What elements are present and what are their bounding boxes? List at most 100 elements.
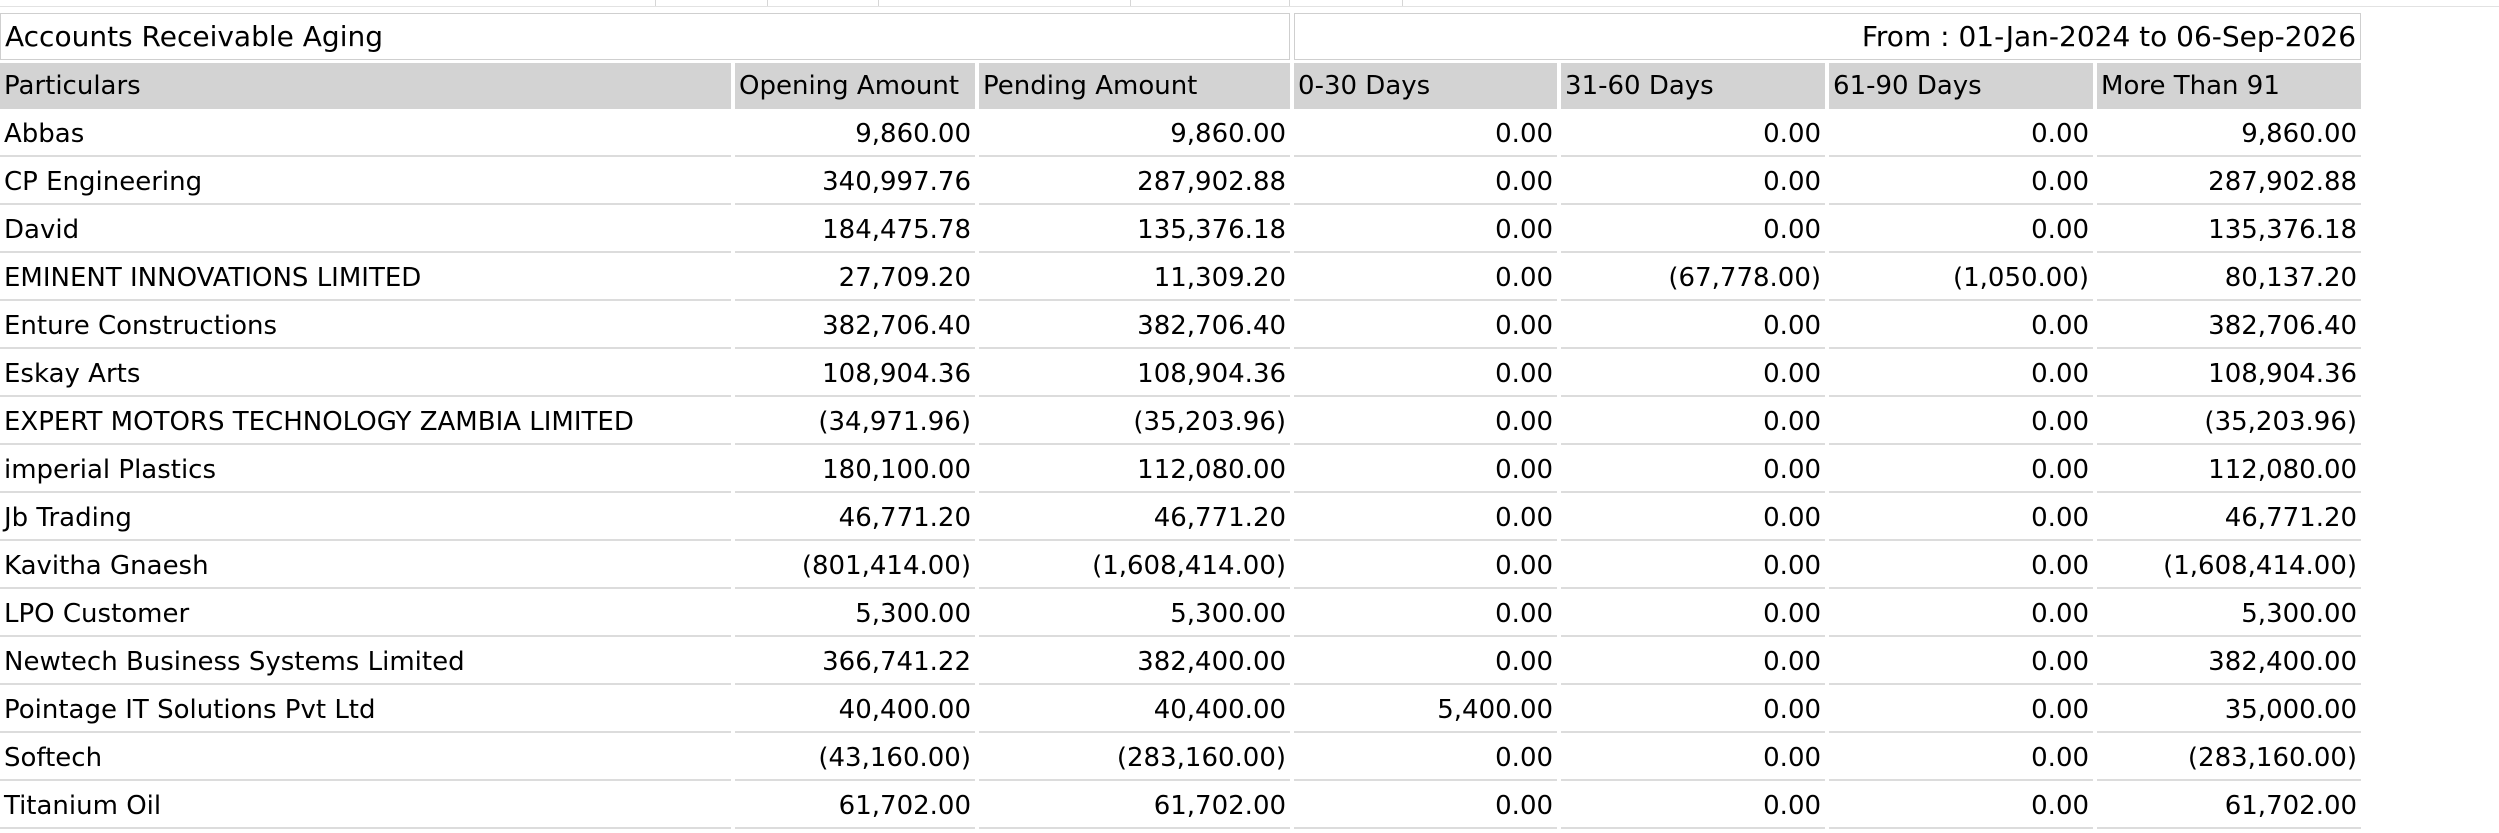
cell-0-30-days: 0.00 bbox=[1294, 160, 1558, 205]
cell-more-than-91: 46,771.20 bbox=[2097, 496, 2362, 541]
cell-pending-amount: (1,608,414.00) bbox=[979, 544, 1291, 589]
cell-61-90-days: (1,050.00) bbox=[1829, 256, 2094, 301]
cell-pending-amount: 382,706.40 bbox=[979, 304, 1291, 349]
cell-61-90-days: 0.00 bbox=[1829, 304, 2094, 349]
cell-0-30-days: 0.00 bbox=[1294, 112, 1558, 157]
cell-more-than-91: 61,702.00 bbox=[2097, 784, 2362, 829]
cell-61-90-days: 0.00 bbox=[1829, 208, 2094, 253]
cell-pending-amount: 61,702.00 bbox=[979, 784, 1291, 829]
header-opening-amount[interactable]: Opening Amount bbox=[735, 63, 975, 109]
cell-pending-amount: 287,902.88 bbox=[979, 160, 1291, 205]
cell-31-60-days: 0.00 bbox=[1561, 112, 1826, 157]
cell-particulars: EXPERT MOTORS TECHNOLOGY ZAMBIA LIMITED bbox=[0, 400, 731, 445]
cell-31-60-days: 0.00 bbox=[1561, 160, 1826, 205]
table-row[interactable]: imperial Plastics 180,100.00 112,080.00 0.0… bbox=[0, 448, 2362, 493]
cell-31-60-days: 0.00 bbox=[1561, 592, 1826, 637]
cell-31-60-days: 0.00 bbox=[1561, 400, 1826, 445]
header-more-than-91[interactable]: More Than 91 bbox=[2097, 63, 2362, 109]
table-row[interactable]: Titanium Oil 61,702.00 61,702.00 0.00 0.00 0.… bbox=[0, 784, 2362, 829]
report-period: From : 01-Jan-2024 to 06-Sep-2026 bbox=[1294, 13, 2362, 60]
aging-report: Accounts Receivable Aging From : 01-Jan-… bbox=[0, 10, 2362, 832]
cell-pending-amount: 9,860.00 bbox=[979, 112, 1291, 157]
table-row[interactable]: CP Engineering 340,997.76 287,902.88 0.00 0.… bbox=[0, 160, 2362, 205]
header-31-60-days[interactable]: 31-60 Days bbox=[1561, 63, 1826, 109]
cell-more-than-91: (1,608,414.00) bbox=[2097, 544, 2362, 589]
cell-31-60-days: 0.00 bbox=[1561, 448, 1826, 493]
cell-particulars: Newtech Business Systems Limited bbox=[0, 640, 731, 685]
header-0-30-days[interactable]: 0-30 Days bbox=[1294, 63, 1558, 109]
cell-particulars: Enture Constructions bbox=[0, 304, 731, 349]
cell-more-than-91: 382,400.00 bbox=[2097, 640, 2362, 685]
cell-61-90-days: 0.00 bbox=[1829, 736, 2094, 781]
report-title: Accounts Receivable Aging bbox=[0, 13, 1291, 60]
cell-pending-amount: 5,300.00 bbox=[979, 592, 1291, 637]
cell-opening-amount: 180,100.00 bbox=[735, 448, 975, 493]
cell-pending-amount: 108,904.36 bbox=[979, 352, 1291, 397]
column-header-row: Particulars Opening Amount Pending Amoun… bbox=[0, 63, 2362, 109]
cell-particulars: Abbas bbox=[0, 112, 731, 157]
cell-more-than-91: 9,860.00 bbox=[2097, 112, 2362, 157]
table-row[interactable]: Enture Constructions 382,706.40 382,706.40… bbox=[0, 304, 2362, 349]
table-row[interactable]: LPO Customer 5,300.00 5,300.00 0.00 0.00 0.00… bbox=[0, 592, 2362, 637]
cell-61-90-days: 0.00 bbox=[1829, 592, 2094, 637]
cell-more-than-91: 287,902.88 bbox=[2097, 160, 2362, 205]
toolbar-divider bbox=[655, 0, 656, 6]
cell-61-90-days: 0.00 bbox=[1829, 160, 2094, 205]
cell-0-30-days: 0.00 bbox=[1294, 784, 1558, 829]
cell-more-than-91: (35,203.96) bbox=[2097, 400, 2362, 445]
cell-61-90-days: 0.00 bbox=[1829, 784, 2094, 829]
cell-more-than-91: 80,137.20 bbox=[2097, 256, 2362, 301]
table-row[interactable]: Jb Trading 46,771.20 46,771.20 0.00 0.00 0.00… bbox=[0, 496, 2362, 541]
cell-opening-amount: 340,997.76 bbox=[735, 160, 975, 205]
cell-more-than-91: (283,160.00) bbox=[2097, 736, 2362, 781]
table-row[interactable]: Kavitha Gnaesh (801,414.00) (1,608,414.00)… bbox=[0, 544, 2362, 589]
cell-particulars: Pointage IT Solutions Pvt Ltd bbox=[0, 688, 731, 733]
cell-pending-amount: 382,400.00 bbox=[979, 640, 1291, 685]
table-row[interactable]: Abbas 9,860.00 9,860.00 0.00 0.00 0.00 9,860.0… bbox=[0, 112, 2362, 157]
table-row[interactable]: Pointage IT Solutions Pvt Ltd 40,400.00 40… bbox=[0, 688, 2362, 733]
cell-pending-amount: 112,080.00 bbox=[979, 448, 1291, 493]
table-row[interactable]: Newtech Business Systems Limited 366,741.… bbox=[0, 640, 2362, 685]
cell-61-90-days: 0.00 bbox=[1829, 496, 2094, 541]
cell-opening-amount: 184,475.78 bbox=[735, 208, 975, 253]
header-61-90-days[interactable]: 61-90 Days bbox=[1829, 63, 2094, 109]
cell-31-60-days: 0.00 bbox=[1561, 208, 1826, 253]
report-title-row: Accounts Receivable Aging From : 01-Jan-… bbox=[0, 13, 2362, 60]
cell-0-30-days: 0.00 bbox=[1294, 400, 1558, 445]
cell-0-30-days: 0.00 bbox=[1294, 736, 1558, 781]
toolbar-divider bbox=[1130, 0, 1131, 6]
table-row[interactable]: Softech (43,160.00) (283,160.00) 0.00 0.00 0.… bbox=[0, 736, 2362, 781]
table-row[interactable]: EMINENT INNOVATIONS LIMITED 27,709.20 11,3… bbox=[0, 256, 2362, 301]
cell-opening-amount: 9,860.00 bbox=[735, 112, 975, 157]
cell-more-than-91: 5,300.00 bbox=[2097, 592, 2362, 637]
cell-61-90-days: 0.00 bbox=[1829, 688, 2094, 733]
cell-61-90-days: 0.00 bbox=[1829, 448, 2094, 493]
cell-61-90-days: 0.00 bbox=[1829, 112, 2094, 157]
cell-0-30-days: 0.00 bbox=[1294, 352, 1558, 397]
header-particulars[interactable]: Particulars bbox=[0, 63, 731, 109]
cell-0-30-days: 0.00 bbox=[1294, 208, 1558, 253]
cell-31-60-days: 0.00 bbox=[1561, 544, 1826, 589]
cell-particulars: Softech bbox=[0, 736, 731, 781]
cell-opening-amount: (801,414.00) bbox=[735, 544, 975, 589]
cell-31-60-days: 0.00 bbox=[1561, 784, 1826, 829]
cell-opening-amount: (43,160.00) bbox=[735, 736, 975, 781]
cell-31-60-days: 0.00 bbox=[1561, 688, 1826, 733]
cell-opening-amount: 40,400.00 bbox=[735, 688, 975, 733]
cell-opening-amount: 382,706.40 bbox=[735, 304, 975, 349]
cell-61-90-days: 0.00 bbox=[1829, 400, 2094, 445]
cell-particulars: Titanium Oil bbox=[0, 784, 731, 829]
table-row[interactable]: Eskay Arts 108,904.36 108,904.36 0.00 0.00 0.… bbox=[0, 352, 2362, 397]
aging-table: Accounts Receivable Aging From : 01-Jan-… bbox=[0, 10, 2365, 832]
toolbar-divider bbox=[878, 0, 879, 6]
cell-particulars: CP Engineering bbox=[0, 160, 731, 205]
top-toolbar-strip bbox=[0, 0, 2499, 7]
cell-opening-amount: 108,904.36 bbox=[735, 352, 975, 397]
cell-pending-amount: 135,376.18 bbox=[979, 208, 1291, 253]
table-row[interactable]: David 184,475.78 135,376.18 0.00 0.00 0.00 135… bbox=[0, 208, 2362, 253]
cell-pending-amount: 46,771.20 bbox=[979, 496, 1291, 541]
table-row[interactable]: EXPERT MOTORS TECHNOLOGY ZAMBIA LIMITED (… bbox=[0, 400, 2362, 445]
header-pending-amount[interactable]: Pending Amount bbox=[979, 63, 1291, 109]
cell-more-than-91: 108,904.36 bbox=[2097, 352, 2362, 397]
cell-particulars: Kavitha Gnaesh bbox=[0, 544, 731, 589]
